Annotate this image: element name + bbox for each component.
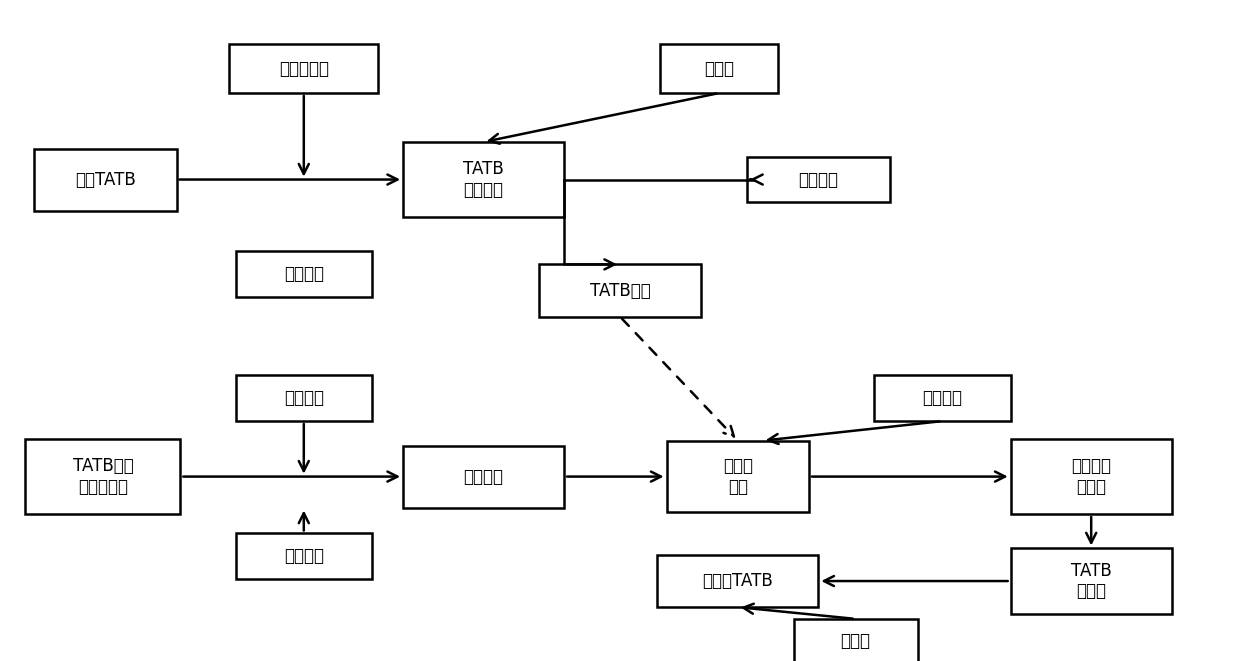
Text: 程序降温: 程序降温 [799,171,838,188]
Text: 反应悬
浮液: 反应悬 浮液 [723,457,753,496]
Text: 原料TATB: 原料TATB [76,171,135,188]
Bar [403,142,564,217]
Text: 反应溶剂: 反应溶剂 [284,389,324,407]
Bar [794,619,918,661]
Bar [1011,549,1172,613]
Bar [874,375,1011,421]
Text: 重结晶溶剂: 重结晶溶剂 [279,59,329,77]
Text: 升温溶解: 升温溶解 [284,547,324,565]
Text: TATB
饱和溶液: TATB 饱和溶液 [464,160,503,199]
Text: 后处理: 后处理 [841,632,870,650]
Bar [236,375,372,421]
Text: TATB合成
前体化合物: TATB合成 前体化合物 [73,457,133,496]
Text: 升温溶解: 升温溶解 [284,265,324,283]
Bar [667,441,808,512]
Bar [403,446,564,508]
Text: 化学反应
并结晶: 化学反应 并结晶 [1071,457,1111,496]
Bar [657,555,818,607]
Bar [1011,439,1172,514]
Bar [236,533,372,579]
Text: 非溶剂: 非溶剂 [704,59,734,77]
Bar [746,157,890,202]
Bar [26,439,181,514]
Bar [660,44,779,93]
Text: 胺化试剂: 胺化试剂 [923,389,962,407]
Text: TATB晶种: TATB晶种 [590,282,650,299]
Bar [35,149,177,211]
Bar [539,264,701,317]
Bar [229,44,378,93]
Bar [236,251,372,297]
Text: 反应溶液: 反应溶液 [464,467,503,486]
Text: 大颗粒TATB: 大颗粒TATB [702,572,774,590]
Text: TATB
悬浮液: TATB 悬浮液 [1071,562,1111,600]
